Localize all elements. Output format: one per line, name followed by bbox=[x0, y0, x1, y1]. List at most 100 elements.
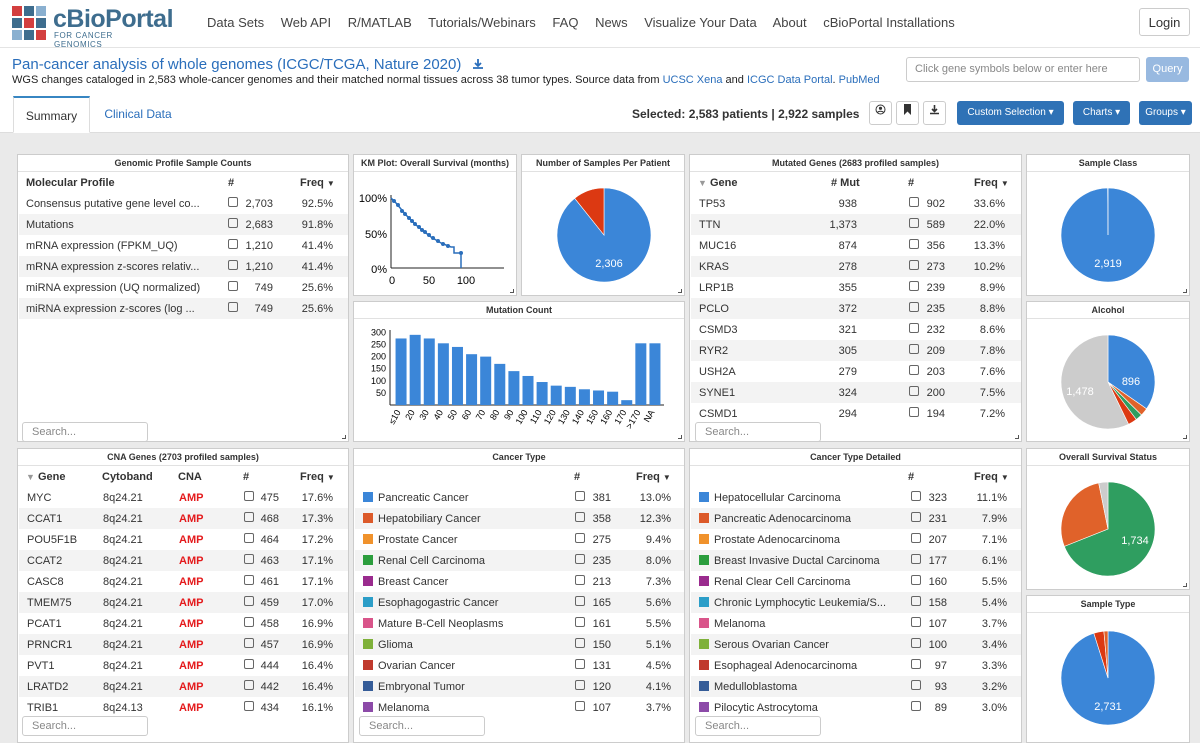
pie-slices[interactable] bbox=[1060, 334, 1156, 430]
row-checkbox[interactable] bbox=[228, 260, 238, 272]
nav-r-matlab[interactable]: R/MATLAB bbox=[347, 15, 412, 30]
resize-handle[interactable] bbox=[678, 435, 682, 439]
row-checkbox[interactable] bbox=[909, 260, 919, 272]
col-cytoband[interactable]: Cytoband bbox=[102, 471, 153, 483]
table-row[interactable]: CSMD1 294 194 7.2% bbox=[691, 403, 1021, 424]
custom-selection-button[interactable]: Custom Selection ▾ bbox=[957, 101, 1064, 125]
ucsc-xena-link[interactable]: UCSC Xena bbox=[662, 74, 723, 86]
pubmed-link[interactable]: PubMed bbox=[838, 74, 880, 86]
resize-handle[interactable] bbox=[1183, 583, 1187, 587]
row-checkbox[interactable] bbox=[909, 407, 919, 419]
row-checkbox[interactable] bbox=[228, 197, 238, 209]
bookmark-icon[interactable] bbox=[896, 101, 919, 125]
pie-slice[interactable] bbox=[574, 187, 605, 236]
gene-name[interactable]: KRAS bbox=[699, 261, 729, 273]
mutation-count-bar[interactable] bbox=[550, 385, 562, 405]
gene-query-input[interactable]: Click gene symbols below or enter here bbox=[906, 57, 1140, 82]
col-cna[interactable]: CNA bbox=[178, 471, 202, 483]
col-count[interactable]: # bbox=[908, 471, 915, 483]
table-row[interactable]: LRATD2 8q24.21 AMP 442 16.4% bbox=[19, 676, 348, 697]
row-checkbox[interactable] bbox=[575, 617, 585, 629]
nav-visualize[interactable]: Visualize Your Data bbox=[644, 15, 757, 30]
row-checkbox[interactable] bbox=[911, 701, 921, 713]
pie-slices[interactable] bbox=[556, 187, 652, 283]
row-checkbox[interactable] bbox=[575, 554, 585, 566]
row-checkbox[interactable] bbox=[244, 638, 254, 650]
row-checkbox[interactable] bbox=[575, 701, 585, 713]
table-row[interactable]: CCAT2 8q24.21 AMP 463 17.1% bbox=[19, 550, 348, 571]
table-row[interactable]: PVT1 8q24.21 AMP 444 16.4% bbox=[19, 655, 348, 676]
col-molecular-profile[interactable]: Molecular Profile bbox=[26, 177, 115, 189]
resize-handle[interactable] bbox=[678, 289, 682, 293]
row-checkbox[interactable] bbox=[575, 512, 585, 524]
gene-name[interactable]: CSMD3 bbox=[699, 324, 738, 336]
row-checkbox[interactable] bbox=[244, 575, 254, 587]
table-row[interactable]: Melanoma 107 3.7% bbox=[355, 697, 684, 718]
pie-slice[interactable] bbox=[1107, 334, 1156, 410]
mutation-count-bar[interactable] bbox=[621, 400, 633, 405]
row-checkbox[interactable] bbox=[575, 596, 585, 608]
nav-web-api[interactable]: Web API bbox=[280, 15, 332, 30]
table-row[interactable]: Mutations 2,683 91.8% bbox=[19, 214, 348, 235]
gene-name[interactable]: PCLO bbox=[699, 303, 729, 315]
row-checkbox[interactable] bbox=[909, 218, 919, 230]
gene-name[interactable]: CASC8 bbox=[27, 576, 64, 588]
col-count[interactable]: # bbox=[574, 471, 581, 483]
gene-name[interactable]: TMEM75 bbox=[27, 597, 72, 609]
row-checkbox[interactable] bbox=[575, 491, 585, 503]
mutation-count-bar[interactable] bbox=[635, 343, 647, 405]
gene-name[interactable]: CCAT1 bbox=[27, 513, 63, 525]
resize-handle[interactable] bbox=[342, 435, 346, 439]
gene-name[interactable]: MUC16 bbox=[699, 240, 737, 252]
gene-name[interactable]: SYNE1 bbox=[699, 387, 736, 399]
row-checkbox[interactable] bbox=[909, 197, 919, 209]
row-checkbox[interactable] bbox=[244, 533, 254, 545]
filter-icon[interactable]: ▼ bbox=[698, 178, 707, 188]
pie-slice[interactable] bbox=[1060, 334, 1129, 430]
row-checkbox[interactable] bbox=[575, 659, 585, 671]
table-row[interactable]: Esophagogastric Cancer 165 5.6% bbox=[355, 592, 684, 613]
table-row[interactable]: Pancreatic Adenocarcinoma 231 7.9% bbox=[691, 508, 1021, 529]
table-row[interactable]: CASC8 8q24.21 AMP 461 17.1% bbox=[19, 571, 348, 592]
table-row[interactable]: PCAT1 8q24.21 AMP 458 16.9% bbox=[19, 613, 348, 634]
resize-handle[interactable] bbox=[1183, 289, 1187, 293]
row-checkbox[interactable] bbox=[909, 281, 919, 293]
table-row[interactable]: Breast Cancer 213 7.3% bbox=[355, 571, 684, 592]
table-row[interactable]: CSMD3 321 232 8.6% bbox=[691, 319, 1021, 340]
search-input[interactable]: Search... bbox=[22, 422, 148, 441]
row-checkbox[interactable] bbox=[911, 554, 921, 566]
mutation-count-bar[interactable] bbox=[593, 390, 605, 405]
row-checkbox[interactable] bbox=[244, 617, 254, 629]
gene-name[interactable]: RYR2 bbox=[699, 345, 729, 357]
mutation-count-bar[interactable] bbox=[395, 338, 407, 405]
col-count[interactable]: # bbox=[908, 177, 915, 189]
row-checkbox[interactable] bbox=[911, 533, 921, 545]
row-checkbox[interactable] bbox=[911, 491, 921, 503]
row-checkbox[interactable] bbox=[228, 218, 238, 230]
table-row[interactable]: LRP1B 355 239 8.9% bbox=[691, 277, 1021, 298]
table-row[interactable]: miRNA expression z-scores (log ... 749 25.… bbox=[19, 298, 348, 319]
col-mut[interactable]: # Mut bbox=[831, 177, 860, 189]
table-row[interactable]: Glioma 150 5.1% bbox=[355, 634, 684, 655]
row-checkbox[interactable] bbox=[575, 680, 585, 692]
nav-news[interactable]: News bbox=[595, 15, 628, 30]
gene-name[interactable]: CCAT2 bbox=[27, 555, 63, 567]
gene-name[interactable]: PCAT1 bbox=[27, 618, 62, 630]
row-checkbox[interactable] bbox=[909, 323, 919, 335]
col-freq[interactable]: Freq ▼ bbox=[974, 471, 1009, 483]
row-checkbox[interactable] bbox=[228, 302, 238, 314]
query-button[interactable]: Query bbox=[1146, 57, 1189, 82]
filter-icon[interactable]: ▼ bbox=[26, 472, 35, 482]
table-row[interactable]: TP53 938 902 33.6% bbox=[691, 193, 1021, 214]
table-row[interactable]: MYC 8q24.21 AMP 475 17.6% bbox=[19, 487, 348, 508]
col-gene[interactable]: ▼ Gene bbox=[698, 177, 738, 189]
table-row[interactable]: Prostate Cancer 275 9.4% bbox=[355, 529, 684, 550]
table-row[interactable]: SYNE1 324 200 7.5% bbox=[691, 382, 1021, 403]
tab-summary[interactable]: Summary bbox=[13, 96, 90, 133]
table-row[interactable]: Breast Invasive Ductal Carcinoma 177 6.1% bbox=[691, 550, 1021, 571]
pie-slice[interactable] bbox=[1098, 481, 1109, 530]
row-checkbox[interactable] bbox=[228, 239, 238, 251]
col-freq[interactable]: Freq ▼ bbox=[300, 471, 335, 483]
gene-name[interactable]: USH2A bbox=[699, 366, 736, 378]
table-row[interactable]: Pilocytic Astrocytoma 89 3.0% bbox=[691, 697, 1021, 718]
